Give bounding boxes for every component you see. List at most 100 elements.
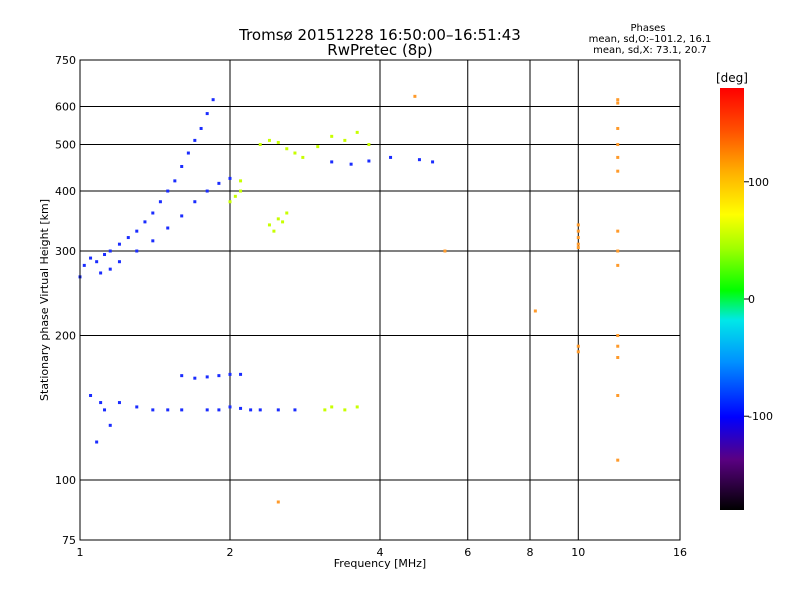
scatter-point (233, 194, 237, 198)
chart-subtitle: RwPretec (8p) (327, 41, 432, 59)
scatter-point (367, 159, 371, 163)
scatter-point (239, 189, 243, 193)
scatter-point (616, 155, 620, 159)
scatter-point (533, 309, 537, 313)
scatter-point (330, 134, 334, 138)
scatter-point (355, 405, 359, 409)
y-tick-label: 750 (55, 54, 76, 67)
scatter-point (193, 200, 197, 204)
scatter-point (205, 375, 209, 379)
scatter-point (126, 236, 130, 240)
scatter-point (108, 423, 112, 427)
y-tick-label: 400 (55, 185, 76, 198)
x-tick-label: 4 (377, 546, 384, 559)
x-tick-label: 6 (464, 546, 471, 559)
scatter-point (239, 406, 243, 410)
phases-legend-heading: Phases (630, 23, 665, 34)
colorbar-tick-label: -100 (748, 410, 773, 423)
scatter-point (616, 98, 620, 102)
scatter-point (103, 253, 107, 257)
phases-legend: Phases mean, sd,O:–101.2, 16.1 mean, sd,… (589, 23, 712, 56)
scatter-point (239, 179, 243, 183)
scatter-point (293, 408, 297, 412)
scatter-point (249, 408, 253, 412)
scatter-point (349, 162, 353, 166)
scatter-point (205, 189, 209, 193)
scatter-point (258, 143, 262, 147)
scatter-point (301, 155, 305, 159)
scatter-point (281, 220, 285, 224)
scatter-point (180, 374, 184, 378)
scatter-point (217, 374, 221, 378)
scatter-point (143, 220, 147, 224)
scatter-point (276, 408, 280, 412)
x-axis-label: Frequency [MHz] (334, 557, 426, 570)
scatter-point (276, 217, 280, 221)
scatter-point (205, 408, 209, 412)
scatter-point (616, 143, 620, 147)
scatter-point (108, 249, 112, 253)
scatter-series (78, 98, 435, 444)
plot-frame (79, 59, 681, 541)
scatter-point (151, 211, 155, 215)
colorbar-label: [deg] (716, 71, 748, 85)
scatter-point (89, 256, 93, 260)
scatter-point (180, 214, 184, 218)
x-tick-label: 10 (571, 546, 585, 559)
scatter-point (135, 405, 139, 409)
y-tick-label: 75 (62, 534, 76, 547)
scatter-point (211, 98, 215, 102)
y-axis-label: Stationary phase Virtual Height [km] (38, 199, 51, 401)
x-tick-label: 8 (527, 546, 534, 559)
colorbar-gradient (720, 88, 744, 510)
data-points (78, 94, 620, 504)
scatter-point (616, 101, 620, 105)
scatter-point (228, 372, 232, 376)
scatter-series (228, 130, 371, 412)
scatter-point (228, 405, 232, 409)
scatter-point (616, 334, 620, 338)
scatter-point (576, 344, 580, 348)
scatter-point (89, 394, 93, 398)
scatter-point (180, 164, 184, 168)
scatter-point (217, 408, 221, 412)
scatter-point (199, 126, 203, 130)
grid (79, 59, 681, 541)
x-tick-label: 1 (77, 546, 84, 559)
scatter-point (193, 376, 197, 380)
x-tick-labels: 1 2 4 6 8 10 16 (77, 546, 688, 559)
scatter-point (389, 155, 393, 159)
scatter-point (108, 267, 112, 271)
chart-title: Tromsø 20151228 16:50:00–16:51:43 (238, 26, 521, 44)
scatter-point (323, 408, 327, 412)
scatter-point (267, 138, 271, 142)
scatter-point (576, 242, 580, 246)
scatter-point (316, 145, 320, 149)
scatter-point (228, 200, 232, 204)
scatter-point (151, 239, 155, 243)
scatter-point (293, 151, 297, 155)
y-tick-label: 200 (55, 330, 76, 343)
scatter-point (616, 263, 620, 267)
y-tick-label: 300 (55, 245, 76, 258)
scatter-series (276, 94, 620, 504)
scatter-point (166, 226, 170, 230)
scatter-point (443, 249, 447, 253)
colorbar-ticks: 100 0 -100 (744, 176, 773, 423)
scatter-point (616, 458, 620, 462)
scatter-point (276, 500, 280, 504)
scatter-point (330, 160, 334, 164)
scatter-point (217, 181, 221, 185)
scatter-point (166, 189, 170, 193)
scatter-point (576, 350, 580, 354)
scatter-point (99, 401, 103, 405)
scatter-point (276, 140, 280, 144)
scatter-point (117, 401, 121, 405)
scatter-point (616, 229, 620, 233)
scatter-point (99, 271, 103, 275)
scatter-point (117, 260, 121, 264)
scatter-point (616, 249, 620, 253)
scatter-point (343, 408, 347, 412)
scatter-point (117, 242, 121, 246)
scatter-point (576, 236, 580, 240)
